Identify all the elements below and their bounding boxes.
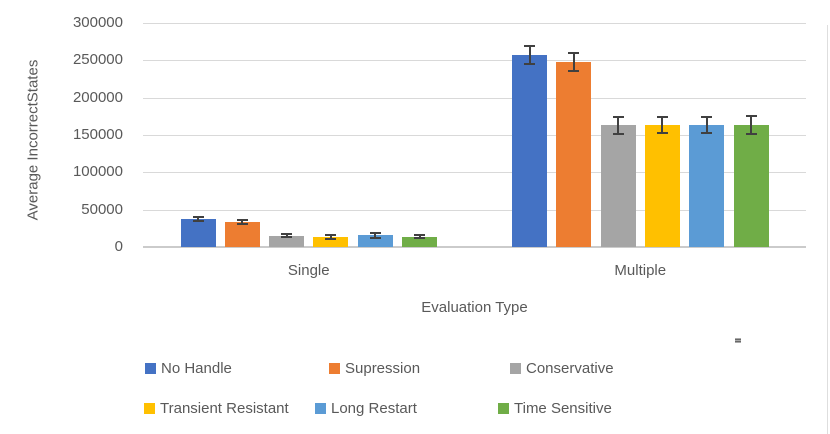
legend-label: Time Sensitive — [514, 400, 612, 417]
error-bar — [524, 45, 535, 65]
error-bar — [656, 116, 668, 135]
error-bar-cap — [701, 116, 713, 119]
y-tick-label: 100000 — [72, 163, 123, 181]
error-bar-cap — [656, 132, 668, 135]
error-bar-cap — [281, 236, 293, 239]
error-bar-cap — [414, 237, 425, 240]
error-bar-stem — [705, 116, 708, 135]
y-tick-label: 50000 — [81, 200, 123, 218]
legend-label: No Handle — [161, 360, 232, 377]
error-bar-stem — [241, 218, 244, 226]
error-bar-cap — [325, 238, 337, 241]
legend-label: Conservative — [526, 360, 614, 377]
legend-item: Conservative — [510, 360, 614, 377]
legend-label: Transient Resistant — [160, 400, 289, 417]
legend-swatch — [510, 363, 521, 374]
error-bar — [612, 115, 624, 135]
legend-item: Time Sensitive — [498, 400, 612, 417]
data-bar — [512, 55, 547, 247]
error-bar-cap — [612, 115, 624, 118]
error-bar — [281, 233, 293, 239]
gridline — [143, 172, 806, 174]
screen-artifact — [735, 338, 741, 343]
error-bar-cap — [524, 45, 535, 48]
data-bar — [224, 221, 260, 247]
error-bar-cap — [612, 132, 624, 135]
legend-item: Transient Resistant — [144, 400, 289, 417]
gridline — [143, 23, 806, 24]
gridline — [143, 209, 806, 211]
error-bar-cap — [281, 233, 293, 236]
legend-swatch — [315, 403, 326, 414]
error-bar-cap — [656, 116, 668, 119]
legend-swatch — [144, 403, 155, 414]
error-bar-stem — [661, 116, 664, 135]
x-category-label: Single — [287, 262, 330, 279]
legend-swatch — [498, 403, 509, 414]
data-bar — [600, 125, 636, 247]
error-bar — [236, 218, 248, 226]
legend-label: Supression — [345, 360, 421, 377]
y-tick-label: 150000 — [72, 126, 123, 144]
error-bar-cap — [369, 231, 381, 234]
gridline — [143, 97, 806, 99]
error-bar-stem — [285, 233, 288, 239]
data-bar — [733, 124, 769, 247]
error-bar-cap — [414, 233, 425, 236]
error-bar-cap — [701, 132, 713, 135]
y-tick-label: 0 — [114, 238, 123, 256]
error-bar-stem — [374, 231, 377, 240]
data-bar — [180, 219, 216, 247]
error-bar-cap — [236, 223, 248, 226]
data-bar — [644, 125, 680, 247]
error-bar-cap — [325, 233, 337, 236]
x-axis-title: Evaluation Type — [421, 299, 528, 316]
x-axis-line — [143, 246, 806, 248]
error-bar-stem — [528, 45, 531, 65]
legend-swatch — [329, 363, 340, 374]
error-bar — [701, 116, 713, 135]
gridline — [143, 135, 806, 136]
x-category-label: Multiple — [614, 262, 667, 279]
error-bar-cap — [524, 62, 535, 65]
error-bar-cap — [192, 220, 204, 223]
data-bar — [357, 235, 393, 247]
error-bar-stem — [329, 233, 332, 241]
data-bar — [556, 62, 592, 247]
data-bar — [313, 236, 349, 247]
error-bar-cap — [745, 115, 757, 118]
gridline — [143, 60, 806, 62]
error-bar-stem — [197, 216, 199, 223]
error-bar — [369, 231, 381, 240]
error-bar — [414, 233, 425, 240]
error-bar-cap — [369, 237, 381, 240]
error-bar — [568, 52, 580, 73]
error-bar — [745, 115, 757, 135]
y-tick-label: 300000 — [72, 14, 123, 32]
window-edge-divider — [827, 25, 828, 434]
error-bar — [325, 233, 337, 241]
data-bar — [402, 236, 437, 247]
legend-item: Long Restart — [315, 400, 417, 417]
legend-item: No Handle — [145, 360, 232, 377]
error-bar-cap — [568, 70, 580, 73]
error-bar-cap — [568, 52, 580, 55]
error-bar — [192, 216, 204, 223]
legend-label: Long Restart — [331, 400, 417, 417]
error-bar-stem — [572, 52, 575, 73]
error-bar-stem — [750, 115, 752, 135]
error-bar-stem — [617, 115, 620, 135]
error-bar-cap — [192, 216, 204, 219]
data-bar — [269, 235, 305, 247]
error-bar-stem — [418, 233, 421, 240]
legend-swatch — [145, 363, 156, 374]
y-tick-label: 200000 — [72, 88, 123, 106]
legend-item: Supression — [329, 360, 420, 377]
data-bar — [689, 125, 725, 247]
error-bar-cap — [745, 132, 757, 135]
error-bar-cap — [236, 218, 248, 221]
y-tick-label: 250000 — [72, 51, 123, 69]
